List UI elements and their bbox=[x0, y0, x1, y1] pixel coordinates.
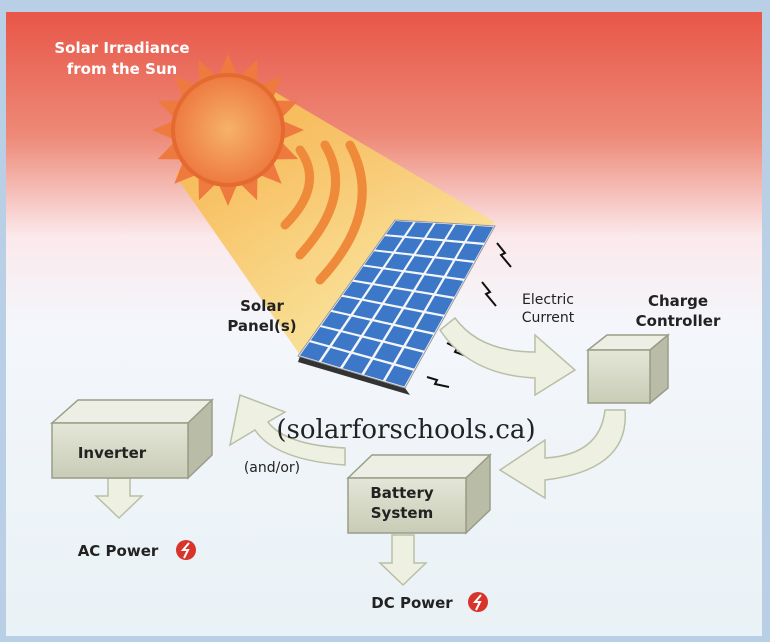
inverter-label: Inverter bbox=[78, 444, 147, 462]
panel-cell bbox=[375, 236, 403, 252]
panel-cell bbox=[395, 237, 423, 254]
panel-cell bbox=[436, 241, 463, 259]
panel-cell bbox=[466, 225, 494, 243]
controller-label: Charge bbox=[648, 292, 708, 310]
panel-cell bbox=[374, 269, 402, 287]
controller-label: Controller bbox=[636, 312, 721, 330]
panel-label: Panel(s) bbox=[227, 317, 296, 335]
panel-cell bbox=[385, 365, 414, 387]
panel-cell bbox=[405, 330, 434, 351]
panel-cell bbox=[321, 311, 350, 330]
panel-cell bbox=[310, 327, 339, 346]
panel-cell bbox=[353, 337, 381, 357]
panel-cell bbox=[395, 348, 424, 369]
panel-cell bbox=[364, 251, 392, 268]
sun-label: Solar Irradiance bbox=[54, 39, 189, 57]
panel-cell bbox=[415, 313, 444, 333]
panel-cell bbox=[395, 309, 423, 328]
panel-cell bbox=[332, 296, 360, 315]
panel-cell bbox=[426, 295, 454, 315]
power-icon bbox=[468, 592, 488, 612]
panel-cell bbox=[321, 348, 350, 368]
radiance-arcs bbox=[280, 140, 367, 285]
panel-cell bbox=[395, 272, 423, 290]
ac-label: AC Power bbox=[78, 542, 159, 560]
panel-label: Solar bbox=[240, 297, 284, 315]
sun-ray bbox=[152, 121, 173, 139]
panel-cell bbox=[364, 359, 392, 381]
panel-cell bbox=[415, 275, 443, 294]
current-label: Current bbox=[522, 310, 575, 326]
panel-cell bbox=[405, 292, 433, 311]
dc-label: DC Power bbox=[371, 594, 453, 612]
sun-ray bbox=[283, 121, 304, 139]
panel-cell bbox=[456, 243, 484, 261]
charge-controller-box bbox=[585, 333, 671, 405]
power-icon bbox=[176, 540, 196, 560]
sun-ray bbox=[174, 162, 196, 184]
inverter-box bbox=[50, 398, 214, 480]
panel-cell bbox=[386, 221, 414, 236]
panel-cell bbox=[299, 342, 329, 362]
flow-arrows bbox=[94, 316, 626, 587]
sun-ray bbox=[260, 162, 282, 184]
panel-edge bbox=[298, 356, 410, 395]
sun bbox=[171, 73, 285, 187]
solar-panel bbox=[297, 219, 496, 389]
panel-cell bbox=[363, 285, 392, 303]
sun-label: from the Sun bbox=[67, 60, 178, 78]
panel-cell bbox=[385, 253, 413, 271]
battery-box bbox=[346, 453, 492, 535]
panel-cell bbox=[446, 224, 474, 242]
panel-cell bbox=[363, 321, 392, 341]
panel-cell bbox=[384, 326, 413, 346]
panel-cell bbox=[446, 260, 474, 279]
panel-cell bbox=[374, 305, 402, 324]
battery-label: System bbox=[371, 504, 433, 522]
panel-cell bbox=[331, 332, 360, 352]
sun-ray bbox=[219, 185, 237, 206]
panel-cell bbox=[374, 342, 402, 363]
panel-cell bbox=[405, 256, 433, 273]
panel-cell bbox=[342, 316, 371, 335]
panel-cell bbox=[353, 266, 382, 283]
watermark: (solarforschools.ca) bbox=[276, 415, 535, 445]
sun-ray bbox=[260, 76, 282, 98]
panel-cell bbox=[425, 258, 453, 276]
sun-ray bbox=[174, 76, 196, 98]
panel-cell bbox=[384, 288, 412, 307]
andor-label: (and/or) bbox=[244, 460, 300, 476]
panel-cell bbox=[353, 300, 381, 319]
panel-cell bbox=[343, 281, 371, 299]
current-label: Electric bbox=[522, 292, 574, 308]
panel-cell bbox=[415, 239, 443, 257]
battery-label: Battery bbox=[370, 484, 433, 502]
panel-cell bbox=[426, 223, 454, 240]
panel-cell bbox=[342, 353, 371, 374]
panel-cell bbox=[406, 222, 434, 238]
panel-cell bbox=[436, 278, 464, 297]
sun-ray bbox=[219, 54, 237, 75]
